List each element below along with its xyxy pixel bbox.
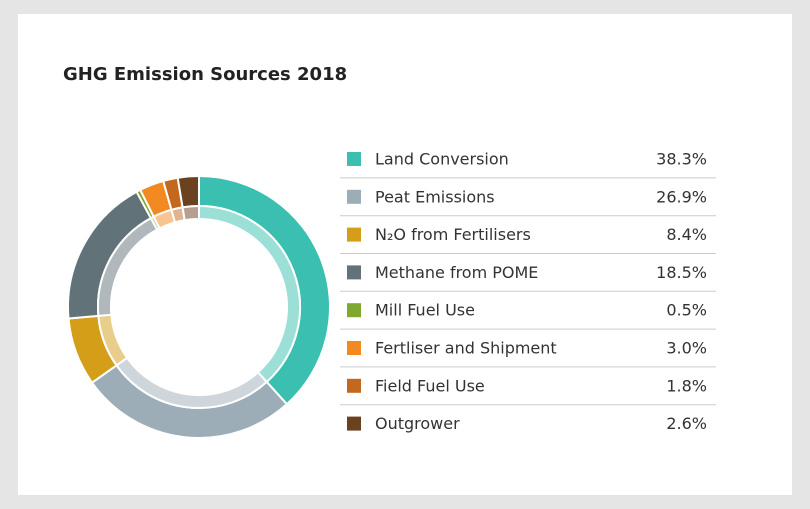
legend-swatch — [347, 227, 361, 242]
legend-label: N₂O from Fertilisers — [375, 225, 531, 244]
legend-swatch — [347, 152, 361, 166]
value-label: 18.5% — [656, 263, 707, 282]
value-label: 3.0% — [666, 339, 707, 358]
value-label: 1.8% — [666, 376, 707, 395]
chart-title: GHG Emission Sources 2018 — [63, 64, 347, 85]
value-label: 38.3% — [656, 150, 707, 169]
legend-swatch — [347, 341, 361, 355]
legend-label: Outgrower — [375, 414, 460, 433]
legend-swatch — [347, 303, 361, 318]
legend-label: Mill Fuel Use — [375, 301, 475, 320]
legend-label: Methane from POME — [375, 263, 538, 282]
legend-label: Field Fuel Use — [375, 376, 485, 395]
legend-swatch — [347, 189, 361, 204]
value-label: 0.5% — [666, 301, 707, 320]
legend-label: Land Conversion — [375, 150, 509, 169]
legend-swatch — [347, 265, 361, 280]
inner-ring-segment — [181, 204, 200, 222]
legend-swatch — [347, 416, 361, 431]
donut-segment — [176, 174, 200, 209]
legend-label: Peat Emissions — [375, 187, 495, 206]
value-label: 8.4% — [666, 225, 707, 244]
value-label: 26.9% — [656, 187, 707, 206]
legend-swatch — [347, 378, 361, 393]
legend-label: Fertliser and Shipment — [375, 339, 557, 358]
value-label: 2.6% — [666, 414, 707, 433]
